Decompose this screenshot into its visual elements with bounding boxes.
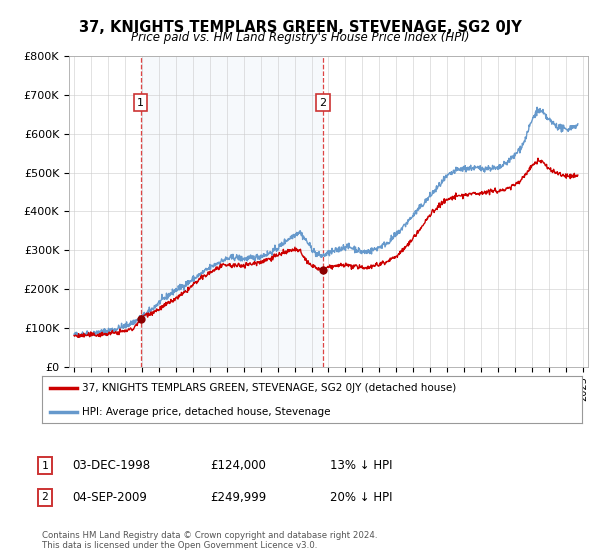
Text: This data is licensed under the Open Government Licence v3.0.: This data is licensed under the Open Gov… [42, 541, 317, 550]
Text: 03-DEC-1998: 03-DEC-1998 [72, 459, 150, 473]
Text: £124,000: £124,000 [210, 459, 266, 473]
Text: 1: 1 [137, 97, 144, 108]
Text: 20% ↓ HPI: 20% ↓ HPI [330, 491, 392, 504]
Bar [140, 56, 323, 367]
Text: 04-SEP-2009: 04-SEP-2009 [72, 491, 147, 504]
Text: 2: 2 [41, 492, 49, 502]
Text: Contains HM Land Registry data © Crown copyright and database right 2024.: Contains HM Land Registry data © Crown c… [42, 531, 377, 540]
Text: £249,999: £249,999 [210, 491, 266, 504]
Text: HPI: Average price, detached house, Stevenage: HPI: Average price, detached house, Stev… [83, 407, 331, 417]
Text: 13% ↓ HPI: 13% ↓ HPI [330, 459, 392, 473]
Text: 1: 1 [41, 461, 49, 471]
Text: 37, KNIGHTS TEMPLARS GREEN, STEVENAGE, SG2 0JY (detached house): 37, KNIGHTS TEMPLARS GREEN, STEVENAGE, S… [83, 384, 457, 394]
Text: 37, KNIGHTS TEMPLARS GREEN, STEVENAGE, SG2 0JY: 37, KNIGHTS TEMPLARS GREEN, STEVENAGE, S… [79, 20, 521, 35]
Text: 2: 2 [319, 97, 326, 108]
Text: Price paid vs. HM Land Registry's House Price Index (HPI): Price paid vs. HM Land Registry's House … [131, 31, 469, 44]
